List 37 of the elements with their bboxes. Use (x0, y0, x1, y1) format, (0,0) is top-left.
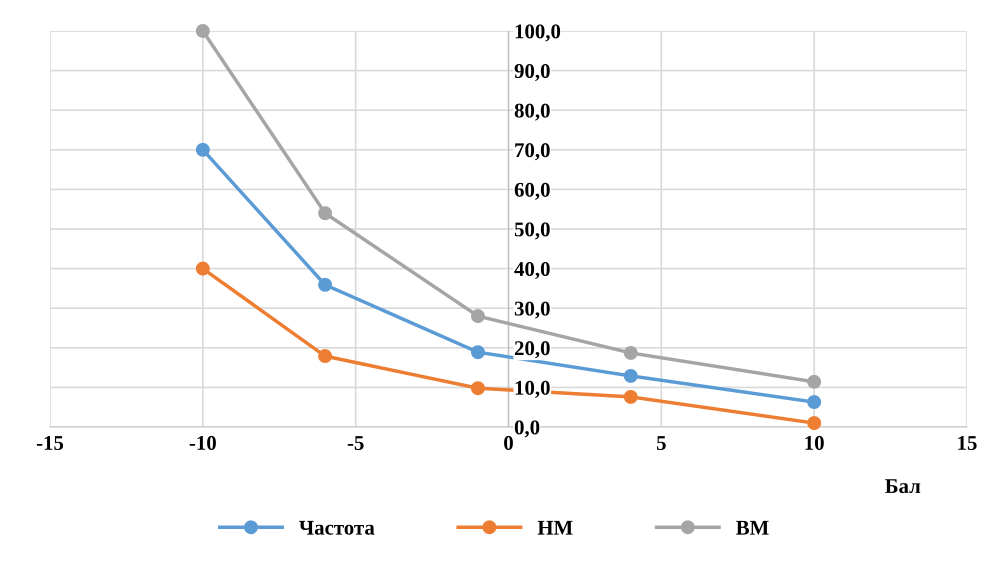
x-tick-label: 15 (958, 436, 977, 450)
legend-label: Частота (299, 520, 375, 535)
point (807, 416, 822, 430)
legend-label: ВМ (736, 520, 769, 535)
point (807, 395, 822, 409)
y-tick-label: 70,0 (515, 143, 550, 160)
point (470, 309, 485, 324)
y-tick-label: 0,0 (514, 420, 540, 438)
x-tick-label: 10 (805, 436, 824, 450)
x-tick-label: -10 (190, 436, 216, 450)
y-tick-label: 80,0 (514, 104, 550, 121)
point (470, 345, 485, 360)
point (624, 390, 638, 404)
x-tick-label: -5 (348, 436, 364, 450)
point (807, 374, 822, 389)
point (196, 262, 210, 276)
point (318, 278, 332, 292)
y-tick-label: 10,0 (516, 380, 550, 398)
y-tick-label: 90,0 (514, 64, 550, 82)
x-tick-label: 0 (504, 436, 513, 450)
point (318, 206, 332, 220)
point (470, 381, 485, 396)
point (196, 24, 210, 38)
y-tick-label: 60,0 (514, 182, 550, 200)
point (196, 142, 210, 157)
y-tick-label: 20,0 (514, 341, 550, 358)
y-tick-label: 30,0 (514, 302, 550, 319)
y-tick-label: 40,0 (514, 262, 550, 280)
y-tick-label: 50,0 (514, 222, 550, 240)
legend-label: НМ (538, 520, 573, 535)
point (624, 368, 638, 383)
x-tick-label: 5 (656, 436, 666, 450)
point (624, 346, 638, 360)
y-tick-label: 100,0 (516, 24, 560, 42)
x-axis-title: Бал (885, 479, 920, 494)
point (318, 349, 332, 364)
x-tick-label: -15 (36, 436, 64, 450)
